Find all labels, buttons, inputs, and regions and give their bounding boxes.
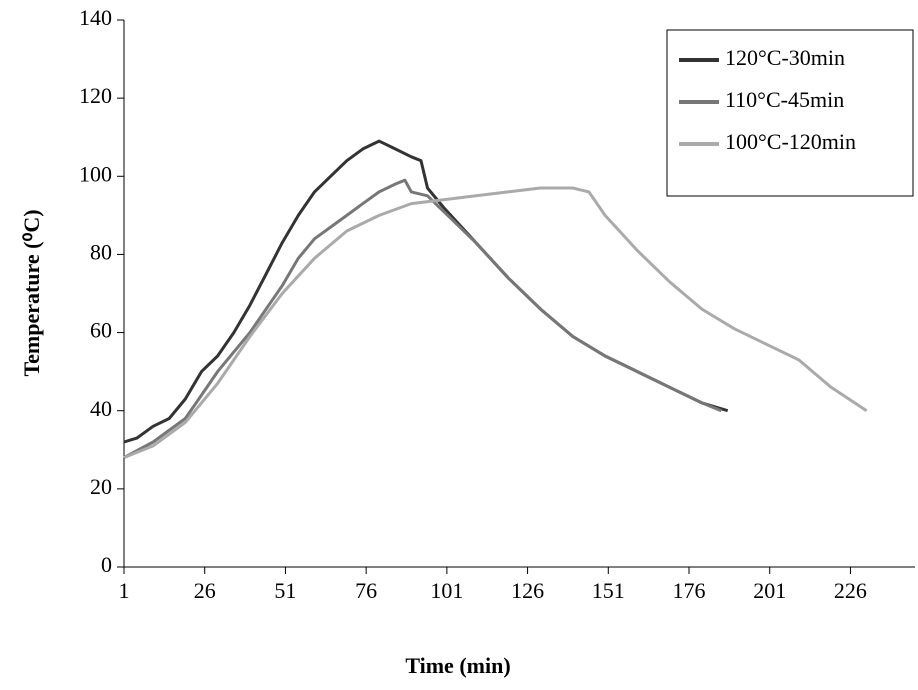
x-tick-label: 1: [119, 578, 130, 603]
y-axis-title: Temperature (⁰C): [19, 209, 44, 376]
legend-box: [666, 29, 914, 197]
data-line: [123, 186, 868, 459]
y-tick-label: 100: [79, 161, 112, 186]
y-tick-label: 20: [90, 474, 112, 499]
y-tick-label: 80: [90, 239, 112, 264]
legend-label: 120°C-30min: [725, 45, 845, 70]
x-tick-label: 126: [511, 578, 544, 603]
legend-label: 110°C-45min: [725, 87, 844, 112]
x-tick-label: 151: [592, 578, 625, 603]
x-tick-label: 26: [194, 578, 216, 603]
legend-label: 100°C-120min: [725, 129, 856, 154]
x-tick-label: 176: [673, 578, 706, 603]
y-tick-label: 40: [90, 396, 112, 421]
x-tick-label: 76: [355, 578, 377, 603]
data-line: [123, 139, 729, 444]
x-axis-title: Time (min): [405, 653, 510, 678]
x-tick-label: 101: [430, 578, 463, 603]
data-line: [123, 178, 722, 459]
x-tick-label: 201: [753, 578, 786, 603]
y-tick-label: 60: [90, 318, 112, 343]
x-tick-label: 51: [274, 578, 296, 603]
x-tick-label: 226: [834, 578, 867, 603]
y-tick-label: 0: [101, 552, 112, 577]
y-tick-label: 140: [79, 5, 112, 30]
y-tick-label: 120: [79, 83, 112, 108]
